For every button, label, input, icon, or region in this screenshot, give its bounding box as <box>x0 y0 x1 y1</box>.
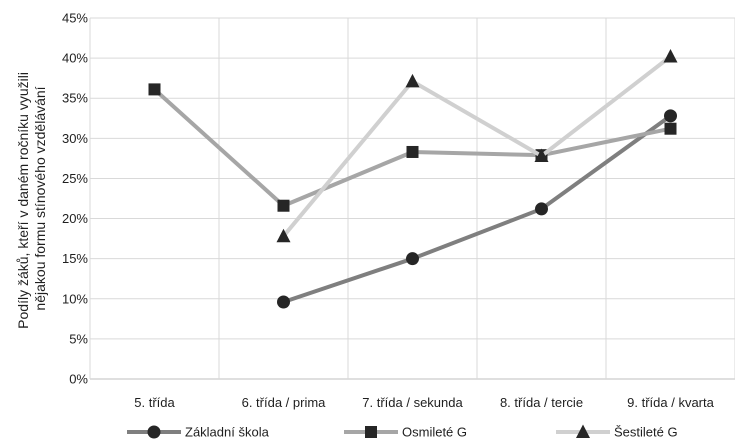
legend-label: Základní škola <box>185 425 270 439</box>
y-tick-label: 5% <box>69 331 88 346</box>
y-tick-label: 30% <box>62 131 88 146</box>
legend-marker-square <box>365 426 377 438</box>
data-point-triangle <box>405 73 420 88</box>
x-tick-label: 5. třída <box>134 395 175 410</box>
data-point-circle <box>535 202 548 216</box>
x-tick-label: 8. třída / tercie <box>500 395 583 410</box>
legend-item: Základní škola <box>127 425 270 439</box>
legend-label: Šestileté G <box>614 425 678 439</box>
data-point-circle <box>664 109 677 123</box>
y-tick-label: 15% <box>62 251 88 266</box>
series-circle <box>277 109 677 309</box>
y-tick-label: 20% <box>62 211 88 226</box>
x-tick-label: 7. třída / sekunda <box>362 395 463 410</box>
y-tick-label: 25% <box>62 171 88 186</box>
y-axis-label: Podíly žáků, kteří v daném ročníku využi… <box>15 68 48 329</box>
legend-label: Osmileté G <box>402 425 467 439</box>
series-line <box>282 114 672 304</box>
data-point-square <box>148 83 161 96</box>
x-tick-label: 6. třída / prima <box>242 395 327 410</box>
legend-marker-triangle <box>576 424 590 438</box>
chart-series <box>148 49 678 309</box>
data-point-square <box>277 199 290 212</box>
y-tick-label: 0% <box>69 372 88 387</box>
series-triangle <box>276 49 678 243</box>
data-point-square <box>664 122 677 135</box>
data-point-square <box>406 145 419 158</box>
data-point-circle <box>406 252 419 266</box>
y-tick-label: 40% <box>62 51 88 66</box>
legend-marker-circle <box>147 425 161 439</box>
y-axis-ticks: 0% 5% 10% 15% 20% 25% 30% 35% 40% 45% <box>62 11 88 387</box>
y-axis-label-line-2: nějakou formu stínového vzdělávání <box>32 86 48 310</box>
chart-grid <box>89 17 735 380</box>
data-point-triangle <box>276 228 291 243</box>
legend-item: Osmileté G <box>344 425 467 439</box>
data-point-circle <box>277 295 290 309</box>
x-tick-label: 9. třída / kvarta <box>627 395 714 410</box>
y-tick-label: 10% <box>62 291 88 306</box>
y-tick-label: 45% <box>62 11 88 26</box>
chart-legend: Základní škola Osmileté G Šestileté G <box>127 424 678 439</box>
x-axis-ticks: 5. třída 6. třída / prima 7. třída / sekun… <box>134 395 714 410</box>
series-line <box>281 54 672 238</box>
series-square <box>148 83 677 212</box>
y-axis-label-line-1: Podíly žáků, kteří v daném ročníku využi… <box>15 72 31 329</box>
legend-item: Šestileté G <box>556 424 678 439</box>
data-point-triangle <box>663 49 678 63</box>
y-tick-label: 35% <box>62 91 88 106</box>
data-point-triangle <box>534 148 549 162</box>
